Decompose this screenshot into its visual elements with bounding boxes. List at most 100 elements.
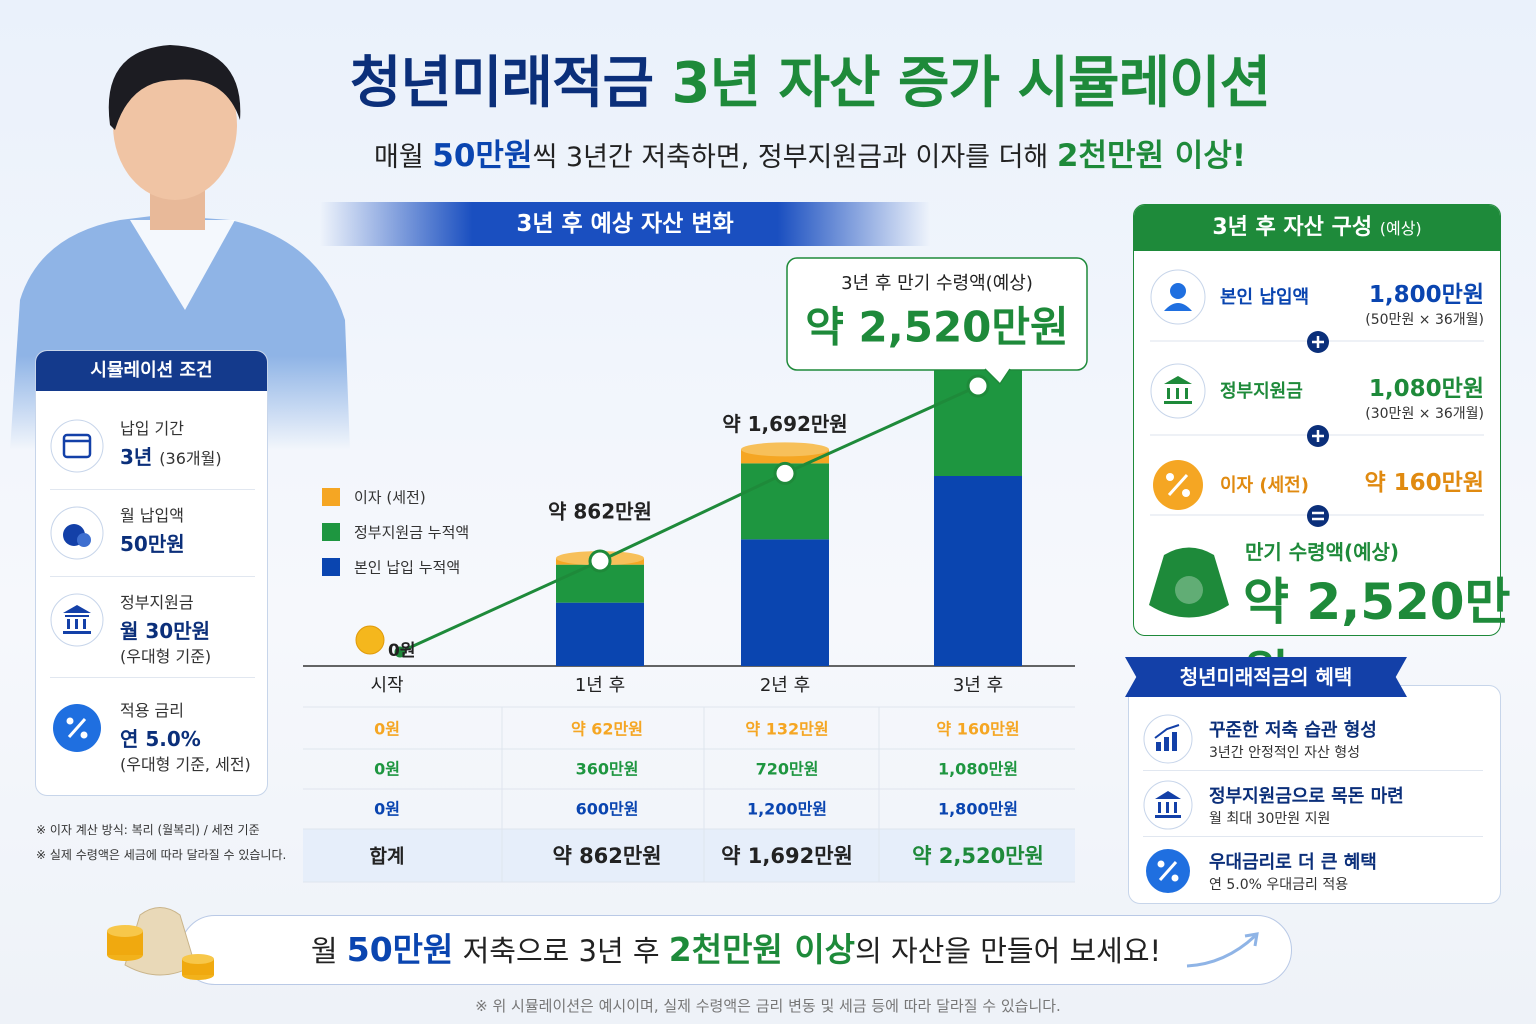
coins-illustration — [107, 907, 214, 980]
subtitle: 매월 50만원씩 3년간 저축하면, 정부지원금과 이자를 더해 2천만원 이상… — [200, 130, 1420, 175]
conditions-panel: 시뮬레이션 조건 납입 기간 3년 (36개월) 월 납입액 50만원 정부지원… — [35, 350, 268, 796]
total-point — [966, 374, 990, 398]
condition-note: (우대형 기준, 세전) — [120, 755, 251, 774]
callout-title: 3년 후 만기 수령액(예상) — [841, 273, 1033, 294]
table-cell: 0원 — [374, 720, 400, 739]
title: 청년미래적금 3년 자산 증가 시뮬레이션 — [200, 38, 1420, 119]
growth-icon — [1143, 714, 1193, 764]
bank-icon — [1150, 363, 1206, 419]
composition-panel: 3년 후 자산 구성 (예상) 본인 납입액 1,800만원 (50만원 × 3… — [1133, 204, 1501, 636]
benefit-text: 연 5.0% 우대금리 적용 — [1209, 877, 1349, 893]
composition-value: 약 160만원 — [1364, 470, 1485, 496]
composition-item: 본인 납입액 1,800만원 (50만원 × 36개월) — [1150, 261, 1484, 355]
benefits-panel: 꾸준한 저축 습관 형성 3년간 안정적인 자산 형성 정부지원금으로 목돈 마… — [1128, 685, 1501, 904]
legend-swatch — [322, 558, 340, 576]
table-cell: 1,800만원 — [938, 800, 1018, 819]
notes: ※ 이자 계산 방식: 복리 (월복리) / 세전 기준 ※ 실제 수령액은 세금… — [36, 818, 286, 868]
composition-title: 3년 후 자산 구성 (예상) — [1134, 205, 1500, 251]
condition-item: 적용 금리 연 5.0% (우대형 기준, 세전) — [50, 685, 255, 785]
condition-label: 적용 금리 — [120, 701, 184, 720]
table-cell: 약 62만원 — [571, 720, 643, 739]
conditions-title: 시뮬레이션 조건 — [36, 351, 267, 391]
benefit-text: 3년간 안정적인 자산 형성 — [1209, 745, 1361, 761]
x-tick-label: 1년 후 — [575, 675, 625, 696]
callout-tail — [984, 368, 1011, 386]
subtitle-goal: 2천만원 이상! — [1056, 138, 1246, 174]
composition-item: 정부지원금 1,080만원 (30만원 × 36개월) — [1150, 355, 1484, 449]
condition-item: 정부지원금 월 30만원 (우대형 기준) — [50, 577, 255, 678]
bank-icon — [50, 593, 104, 647]
bar-segment — [556, 602, 644, 666]
condition-label: 정부지원금 — [120, 593, 194, 612]
condition-item: 월 납입액 50만원 — [50, 490, 255, 577]
composition-operators — [1149, 331, 1484, 618]
bar-segment — [934, 476, 1022, 666]
condition-note: (우대형 기준) — [120, 647, 212, 666]
composition-item: 이자 (세전) 약 160만원 — [1150, 449, 1484, 543]
table-cell: 600만원 — [576, 800, 639, 819]
subtitle-amount: 50만원 — [432, 138, 533, 174]
callout-box — [786, 257, 1088, 371]
composition-note: (30만원 × 36개월) — [1365, 406, 1484, 422]
chart-title: 3년 후 예상 자산 변화 — [320, 202, 930, 246]
money-icon — [50, 506, 104, 560]
total-point — [773, 461, 797, 485]
person-icon — [1150, 269, 1206, 325]
condition-label: 납입 기간 — [120, 419, 184, 438]
benefits-title: 청년미래적금의 혜택 — [1125, 657, 1407, 697]
point-label: 약 862만원 — [548, 500, 652, 524]
benefit-text: 월 최대 30만원 지원 — [1209, 811, 1331, 827]
benefit-title: 꾸준한 저축 습관 형성 — [1209, 720, 1377, 741]
table-cell: 360만원 — [576, 760, 639, 779]
table-total-bg — [303, 829, 1075, 882]
banner-text: 월 — [310, 934, 338, 968]
benefit-item: 정부지원금으로 목돈 마련 월 최대 30만원 지원 — [1143, 770, 1483, 837]
condition-note: (36개월) — [159, 449, 222, 468]
composition-label: 본인 납입액 — [1220, 287, 1310, 308]
title-accent: 3년 자산 증가 시뮬레이션 — [671, 51, 1271, 116]
total-point — [394, 646, 406, 658]
benefit-item: 꾸준한 저축 습관 형성 3년간 안정적인 자산 형성 — [1143, 704, 1483, 771]
x-tick-label: 3년 후 — [953, 675, 1003, 696]
callout-value: 약 2,520만원 — [805, 303, 1068, 352]
bar-segment — [741, 539, 829, 666]
banner-text: 저축으로 3년 후 — [462, 934, 660, 968]
table-cell: 720만원 — [756, 760, 819, 779]
table-cell: 0원 — [374, 760, 400, 779]
calendar-icon — [50, 419, 104, 473]
subtitle-text: 씩 3년간 저축하면, 정부지원금과 이자를 더해 — [532, 142, 1049, 173]
table-cell: 약 132만원 — [745, 720, 828, 739]
subtitle-text: 매월 — [374, 142, 424, 173]
percent-icon — [1153, 460, 1203, 510]
coin-icon — [355, 625, 385, 655]
percent-icon — [53, 704, 101, 752]
condition-label: 월 납입액 — [120, 506, 184, 525]
percent-icon — [1146, 849, 1190, 893]
note: ※ 실제 수령액은 세금에 따라 달라질 수 있습니다. — [36, 848, 287, 862]
note: ※ 이자 계산 방식: 복리 (월복리) / 세전 기준 — [36, 823, 260, 837]
x-tick-label: 시작 — [370, 675, 403, 696]
condition-value: 월 30만원 — [120, 619, 210, 643]
table-cell: 약 160만원 — [936, 720, 1019, 739]
banner-goal: 2천만원 이상 — [668, 930, 856, 969]
benefit-title: 우대금리로 더 큰 혜택 — [1209, 852, 1377, 873]
bank-icon — [1143, 780, 1193, 830]
legend-swatch — [322, 488, 340, 506]
table-total-label: 합계 — [370, 846, 405, 868]
banner-text: 의 자산을 만들어 보세요! — [855, 934, 1162, 968]
disclaimer: ※ 위 시뮬레이션은 예시이며, 실제 수령액은 금리 변동 및 세금 등에 따… — [475, 997, 1061, 1015]
total-point — [588, 549, 612, 573]
result-label: 만기 수령액(예상) — [1245, 540, 1400, 564]
benefit-item: 우대금리로 더 큰 혜택 연 5.0% 우대금리 적용 — [1143, 836, 1483, 902]
total-line — [399, 384, 979, 654]
bar-cap — [741, 442, 829, 457]
banner: 월 50만원 저축으로 3년 후 2천만원 이상의 자산을 만들어 보세요! — [180, 915, 1292, 985]
table-total: 약 2,520만원 — [912, 844, 1044, 868]
legend-label: 이자 (세전) — [354, 489, 426, 507]
condition-item: 납입 기간 3년 (36개월) — [50, 403, 255, 490]
composition-value: 1,080만원 — [1368, 376, 1484, 402]
table-total: 약 1,692만원 — [721, 844, 853, 868]
composition-label: 정부지원금 — [1220, 381, 1303, 402]
